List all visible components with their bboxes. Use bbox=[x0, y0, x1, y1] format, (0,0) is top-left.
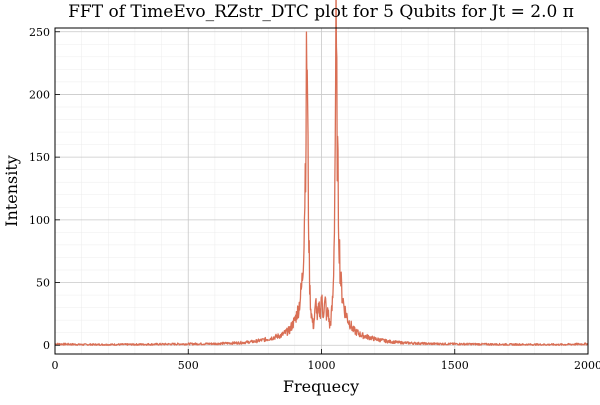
y-axis-label: Intensity bbox=[2, 155, 21, 227]
y-tick-label: 50 bbox=[36, 277, 50, 290]
x-tick-label: 500 bbox=[178, 359, 199, 372]
chart-title: FFT of TimeEvo_RZstr_DTC plot for 5 Qubi… bbox=[68, 2, 574, 22]
x-tick-label: 2000 bbox=[574, 359, 600, 372]
y-tick-label: 200 bbox=[29, 88, 50, 101]
x-tick-label: 1500 bbox=[441, 359, 469, 372]
y-tick-label: 150 bbox=[29, 151, 50, 164]
x-tick-label: 0 bbox=[52, 359, 59, 372]
x-tick-label: 1000 bbox=[308, 359, 336, 372]
x-axis-label: Frequecy bbox=[283, 377, 359, 396]
y-tick-label: 250 bbox=[29, 26, 50, 39]
y-tick-label: 0 bbox=[43, 339, 50, 352]
y-tick-label: 100 bbox=[29, 214, 50, 227]
